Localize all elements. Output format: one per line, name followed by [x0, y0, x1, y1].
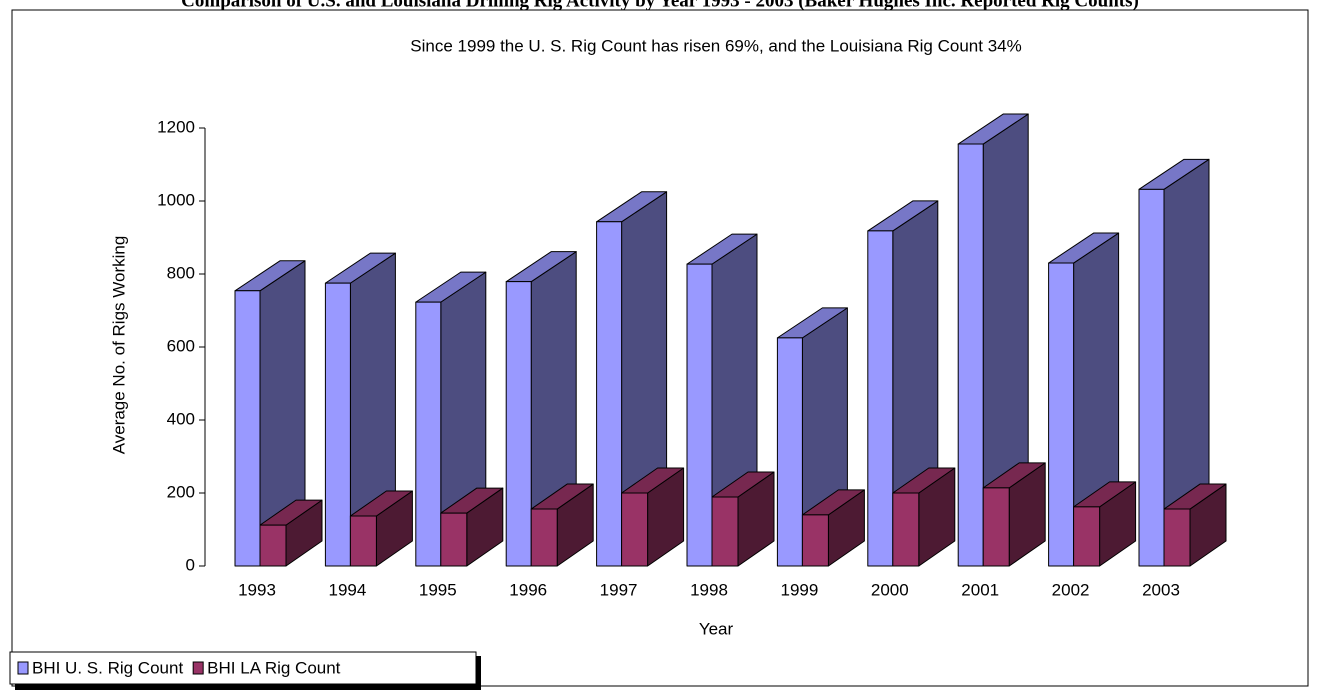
legend-label: BHI U. S. Rig Count	[32, 658, 183, 677]
bar	[259, 499, 323, 567]
x-tick-label: 1993	[238, 580, 276, 599]
bar-front	[892, 492, 920, 567]
x-tick-label: 1998	[690, 580, 728, 599]
y-tick-label: 1200	[157, 117, 195, 136]
bar-front	[234, 290, 261, 567]
bar	[505, 251, 577, 567]
bar-front	[801, 514, 829, 567]
y-tick-label: 1000	[157, 190, 195, 209]
bar-front	[415, 301, 442, 567]
bar-front	[686, 263, 713, 567]
bar-front	[1138, 188, 1165, 567]
x-axis-label: Year	[699, 619, 734, 638]
chart-border	[11, 9, 1309, 687]
bar	[234, 260, 306, 567]
legend-box	[9, 651, 477, 685]
bar	[440, 487, 504, 567]
chart-title: Comparison of U.S. and Louisiana Drillin…	[181, 0, 1139, 11]
bar	[801, 489, 865, 567]
bar	[1073, 481, 1137, 567]
bar-front	[1073, 506, 1101, 567]
x-tick-label: 2001	[961, 580, 999, 599]
bar-front	[349, 515, 377, 567]
bar-front	[259, 524, 287, 567]
x-tick-label: 1994	[328, 580, 366, 599]
y-tick-label: 800	[167, 263, 195, 282]
bar	[1138, 158, 1210, 567]
bar	[957, 113, 1029, 567]
x-tick-label: 1999	[780, 580, 818, 599]
bar-front	[505, 281, 532, 567]
bar-front	[711, 496, 739, 567]
x-tick-label: 1995	[419, 580, 457, 599]
bar-front	[440, 512, 468, 567]
bar	[621, 467, 685, 567]
bar	[349, 490, 413, 567]
legend-label: BHI LA Rig Count	[207, 658, 341, 677]
legend-swatch	[192, 661, 204, 675]
x-tick-label: 1997	[600, 580, 638, 599]
legend-swatch	[17, 661, 29, 675]
y-tick-label: 400	[167, 409, 195, 428]
y-tick-label: 0	[186, 555, 195, 574]
x-tick-label: 1996	[509, 580, 547, 599]
bar	[1163, 483, 1227, 567]
bar	[711, 471, 775, 567]
bar	[1048, 232, 1120, 567]
bar-front	[982, 487, 1010, 567]
bar-front	[530, 508, 558, 567]
bar-front	[867, 230, 894, 567]
y-axis-label: Average No. of Rigs Working	[109, 236, 128, 455]
bar	[892, 467, 956, 567]
bar	[982, 462, 1046, 567]
bar-front	[324, 282, 351, 567]
bar-front	[957, 143, 984, 567]
x-tick-label: 2000	[871, 580, 909, 599]
chart-subtitle: Since 1999 the U. S. Rig Count has risen…	[410, 36, 1021, 55]
x-tick-label: 2002	[1052, 580, 1090, 599]
bar-front	[1163, 508, 1191, 567]
bar-front	[1048, 262, 1075, 567]
y-tick-label: 600	[167, 336, 195, 355]
bar-front	[621, 492, 649, 567]
bar-front	[596, 221, 623, 567]
bar-front	[776, 337, 803, 567]
bar	[530, 483, 594, 567]
y-tick-label: 200	[167, 482, 195, 501]
x-tick-label: 2003	[1142, 580, 1180, 599]
bar	[324, 252, 396, 567]
